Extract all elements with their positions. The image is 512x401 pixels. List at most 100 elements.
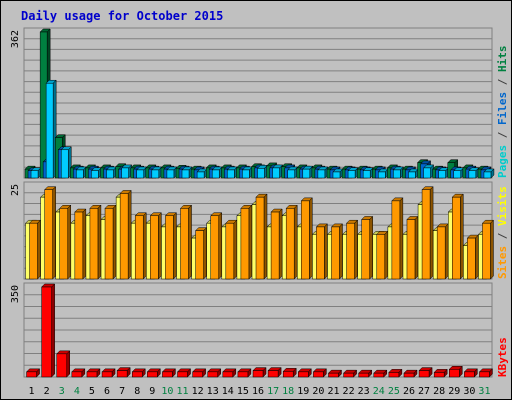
bar-pages [76, 169, 84, 179]
bar-side-kbytes [66, 350, 70, 378]
bar-sites [391, 200, 401, 280]
bar-sites [436, 226, 446, 280]
bar-kbytes [162, 371, 173, 378]
bar-side-sites [324, 223, 328, 280]
bar-side-sites [460, 193, 464, 280]
x-tick-label: 3 [59, 386, 65, 397]
bar-kbytes [101, 371, 113, 378]
bar-kbytes [479, 371, 490, 378]
x-tick-label: 24 [373, 386, 385, 397]
bar-pages [483, 171, 492, 179]
bar-kbytes [56, 353, 67, 378]
bar-pages [151, 169, 160, 179]
bar-kbytes [282, 371, 294, 378]
legend-part: Visits [496, 186, 509, 226]
bar-side-sites [203, 227, 207, 280]
bar-side-sites [127, 189, 132, 280]
panel-visits-sites: 25 Sites / Visits [10, 181, 509, 280]
bar-pages [242, 169, 250, 179]
panel-legend: Pages / Files / Hits [496, 46, 509, 179]
x-tick-label: 29 [448, 386, 460, 397]
bar-sites [134, 215, 144, 280]
bar-sites [89, 208, 99, 280]
bar-side-sites [475, 234, 479, 280]
bar-kbytes [71, 371, 83, 378]
x-tick-label: 23 [358, 386, 370, 397]
bar-side-sites [52, 186, 56, 280]
bar-pages [106, 169, 114, 179]
x-tick-label: 8 [134, 386, 140, 397]
bar-pages [257, 168, 265, 179]
legend-part: Files [496, 92, 509, 125]
x-tick-label: 14 [222, 386, 234, 397]
y-max-label: 350 [10, 285, 21, 303]
bar-pages [438, 170, 446, 179]
x-tick-label: 10 [161, 386, 173, 397]
legend-part: Sites [496, 246, 509, 279]
bar-sites [180, 208, 189, 280]
x-tick-label: 31 [478, 386, 490, 397]
bar-kbytes [358, 372, 369, 378]
panel-pages-files-hits: 362 Pages / Files / Hits [10, 27, 509, 179]
bar-sites [44, 189, 53, 280]
bar-side-sites [384, 230, 389, 280]
bar-kbytes [464, 371, 475, 378]
bar-kbytes [343, 372, 354, 378]
bar-side-sites [97, 204, 102, 280]
bar-sites [361, 219, 370, 280]
bar-side-sites [354, 219, 358, 280]
bar-kbytes [116, 370, 128, 378]
bar-sites [270, 211, 280, 280]
bar-kbytes [267, 370, 279, 378]
bar-pages [453, 170, 462, 179]
bar-pages [196, 171, 205, 179]
bar-side-kbytes [51, 283, 55, 378]
bar-sites [316, 226, 325, 280]
bar-sites [376, 234, 386, 280]
x-tick-label: 26 [403, 386, 415, 397]
bar-kbytes [41, 286, 52, 378]
x-tick-label: 11 [176, 386, 188, 397]
bar-side-sites [67, 204, 71, 280]
bar-side-sites [82, 208, 87, 280]
bar-pages [227, 169, 235, 179]
bar-sites [150, 215, 159, 280]
bar-sites [29, 222, 38, 280]
bar-sites [331, 226, 340, 280]
bar-sites [467, 237, 476, 280]
legend-part: / [496, 125, 509, 145]
bar-kbytes [26, 371, 37, 378]
x-tick-label: 12 [192, 386, 204, 397]
x-tick-label: 19 [297, 386, 309, 397]
bar-sites [421, 189, 431, 280]
bar-kbytes [418, 370, 430, 378]
bar-kbytes [328, 372, 339, 378]
bar-pages [30, 170, 39, 179]
bar-pages [287, 169, 295, 179]
y-max-label: 25 [10, 184, 21, 196]
bar-side-sites [188, 204, 192, 280]
bar-pages [166, 169, 175, 179]
bar-side-sites [158, 212, 162, 280]
chart-title: Daily usage for October 2015 [21, 9, 223, 23]
bar-side-sites [339, 223, 343, 280]
y-max-label: 362 [10, 30, 21, 48]
bar-pages [332, 171, 341, 179]
bar-pages [468, 170, 477, 179]
bar-sites [482, 222, 491, 280]
bar-side-sites [490, 219, 494, 280]
bar-side-sites [37, 219, 41, 280]
bar-pages [91, 170, 99, 179]
bar-kbytes [192, 371, 203, 378]
bar-sites [346, 222, 355, 280]
bar-kbytes [147, 371, 158, 378]
bar-sites [59, 208, 68, 280]
bar-kbytes [222, 371, 234, 378]
x-tick-label: 4 [74, 386, 80, 397]
bar-kbytes [252, 370, 264, 378]
bar-sites [104, 208, 114, 280]
x-tick-label: 5 [89, 386, 95, 397]
bar-side-sites [233, 219, 238, 280]
